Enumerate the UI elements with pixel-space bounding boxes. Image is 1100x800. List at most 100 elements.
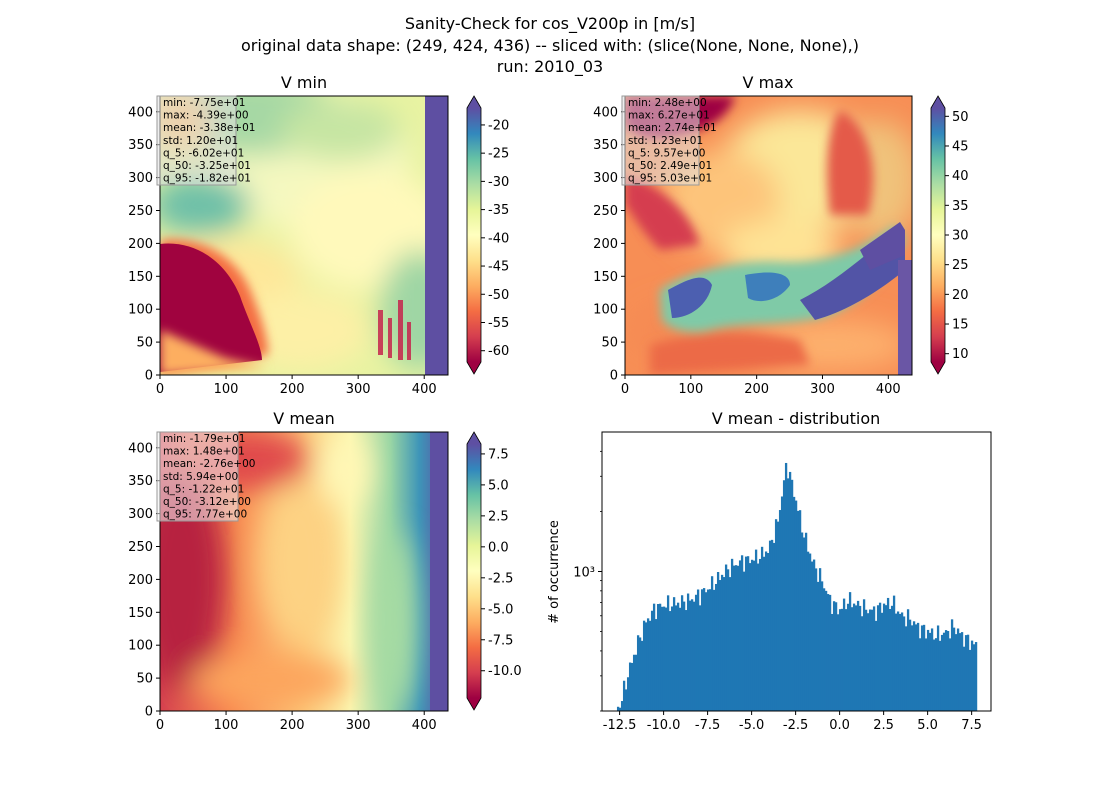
- colorbar-tick-label: 2.5: [488, 509, 509, 524]
- stats-line: q_5: -6.02e+01: [163, 147, 244, 159]
- colorbar-tick-label: -2.5: [488, 571, 513, 586]
- histogram-bar: [764, 551, 768, 711]
- y-tick-label: 400: [128, 105, 153, 120]
- colorbar-tick-label: -55: [488, 316, 509, 331]
- stats-line: std: 1.20e+01: [163, 135, 238, 147]
- histogram-bar: [714, 583, 718, 711]
- histogram-bar: [654, 619, 658, 711]
- histogram-bar: [728, 577, 732, 711]
- histogram-bar: [796, 510, 800, 711]
- stats-line: std: 1.23e+01: [628, 135, 703, 147]
- stats-line: mean: -3.38e+01: [163, 122, 255, 134]
- plot-frame: [159, 95, 449, 376]
- figure-title-line-2: original data shape: (249, 424, 436) -- …: [241, 36, 859, 55]
- colorbar-tick-label: -7.5: [488, 633, 513, 648]
- plot-frame: [624, 95, 913, 376]
- histogram-bar: [652, 603, 656, 711]
- stats-line: q_50: 2.49e+01: [628, 160, 712, 172]
- y-tick-label: 300: [593, 171, 618, 186]
- histogram-bar: [642, 620, 646, 711]
- histogram-bar: [872, 606, 876, 711]
- colorbar-tick-label: 35: [952, 199, 969, 214]
- histogram-bar: [656, 604, 660, 711]
- histogram-bar: [698, 605, 702, 711]
- colorbar-tick-label: -25: [488, 147, 509, 162]
- stats-line: q_5: -1.22e+01: [163, 483, 244, 495]
- histogram-bar: [832, 601, 836, 711]
- x-tick-label: 200: [280, 718, 305, 733]
- histogram-bar: [786, 478, 790, 711]
- histogram-bar: [760, 546, 764, 711]
- histogram-bar: [846, 603, 850, 711]
- histogram-bar: [650, 610, 654, 711]
- histogram-bar: [968, 649, 972, 711]
- histogram-bar: [824, 590, 828, 711]
- histogram-bar: [758, 558, 762, 711]
- y-tick-label: 350: [593, 138, 618, 153]
- histogram-bar: [798, 510, 802, 711]
- stats-line: q_50: -3.12e+00: [163, 496, 251, 508]
- stats-line: q_5: 9.57e+00: [628, 147, 705, 159]
- y-tick-label: 50: [601, 336, 618, 351]
- histogram-bar: [970, 640, 974, 711]
- stats-line: std: 5.94e+00: [163, 471, 238, 483]
- histogram-bar: [868, 609, 872, 711]
- histogram-bar: [834, 602, 838, 711]
- panel-title: V mean - distribution: [712, 409, 881, 428]
- histogram-bar: [962, 646, 966, 711]
- histogram-bar: [822, 588, 826, 711]
- y-tick-label: 150: [593, 270, 618, 285]
- colorbar-tick-label: 10: [952, 347, 969, 362]
- histogram-bar: [974, 642, 978, 711]
- histogram-bar: [844, 609, 848, 711]
- histogram-bar: [692, 601, 696, 711]
- histogram-bar: [744, 556, 748, 711]
- y-tick-label: 150: [128, 606, 153, 621]
- histogram-bar: [690, 599, 694, 711]
- histogram-bar: [686, 593, 690, 711]
- histogram-bar: [828, 594, 832, 711]
- histogram-bar: [950, 619, 954, 711]
- colorbar-tick-label: -40: [488, 231, 509, 246]
- histogram-bar: [666, 595, 670, 711]
- panel-v-min: V min: [128, 73, 509, 397]
- colorbar-tick-label: 40: [952, 169, 969, 184]
- x-axis: -12.5 -10.0 -7.5 -5.0 -2.5 0.0 2.5 5.0 7.5: [603, 711, 982, 733]
- histogram-bar: [930, 628, 934, 711]
- histogram-bar: [664, 607, 668, 711]
- stats-line: q_95: 5.03e+01: [628, 173, 712, 185]
- histogram-bar: [862, 599, 866, 711]
- colorbar-tick-label: 20: [952, 288, 969, 303]
- histogram-bar: [754, 549, 758, 711]
- histogram-bar: [718, 580, 722, 711]
- histogram-bar: [732, 565, 736, 711]
- histogram-bar: [906, 609, 910, 711]
- y-tick-label: 100: [593, 303, 618, 318]
- histogram-bar: [706, 589, 710, 711]
- histogram-bar: [696, 589, 700, 711]
- histogram-bar: [632, 654, 636, 711]
- x-tick-label: 0: [156, 382, 164, 397]
- histogram-bar: [920, 625, 924, 711]
- colorbar-tick-label: 30: [952, 229, 969, 244]
- histogram-bar: [922, 624, 926, 711]
- histogram-bar: [966, 634, 970, 711]
- histogram-bar: [620, 701, 624, 711]
- x-tick-label: 200: [280, 382, 305, 397]
- y-tick-label: 0: [610, 369, 618, 384]
- panel-v-max: V max 0 100 200 300 400: [593, 73, 968, 397]
- histogram-bar: [938, 640, 942, 711]
- histogram-bar: [782, 480, 786, 711]
- histogram-bar: [954, 634, 958, 711]
- histogram-bar: [640, 640, 644, 711]
- y-tick-label: 50: [136, 672, 153, 687]
- histogram-bar: [730, 558, 734, 711]
- panel-title: V min: [281, 73, 327, 92]
- histogram-bars: [616, 462, 978, 711]
- stats-line: max: -4.39e+00: [163, 110, 249, 122]
- histogram-bar: [710, 576, 714, 711]
- colorbar-tick-label: 45: [952, 139, 969, 154]
- y-tick-label: 0: [145, 369, 153, 384]
